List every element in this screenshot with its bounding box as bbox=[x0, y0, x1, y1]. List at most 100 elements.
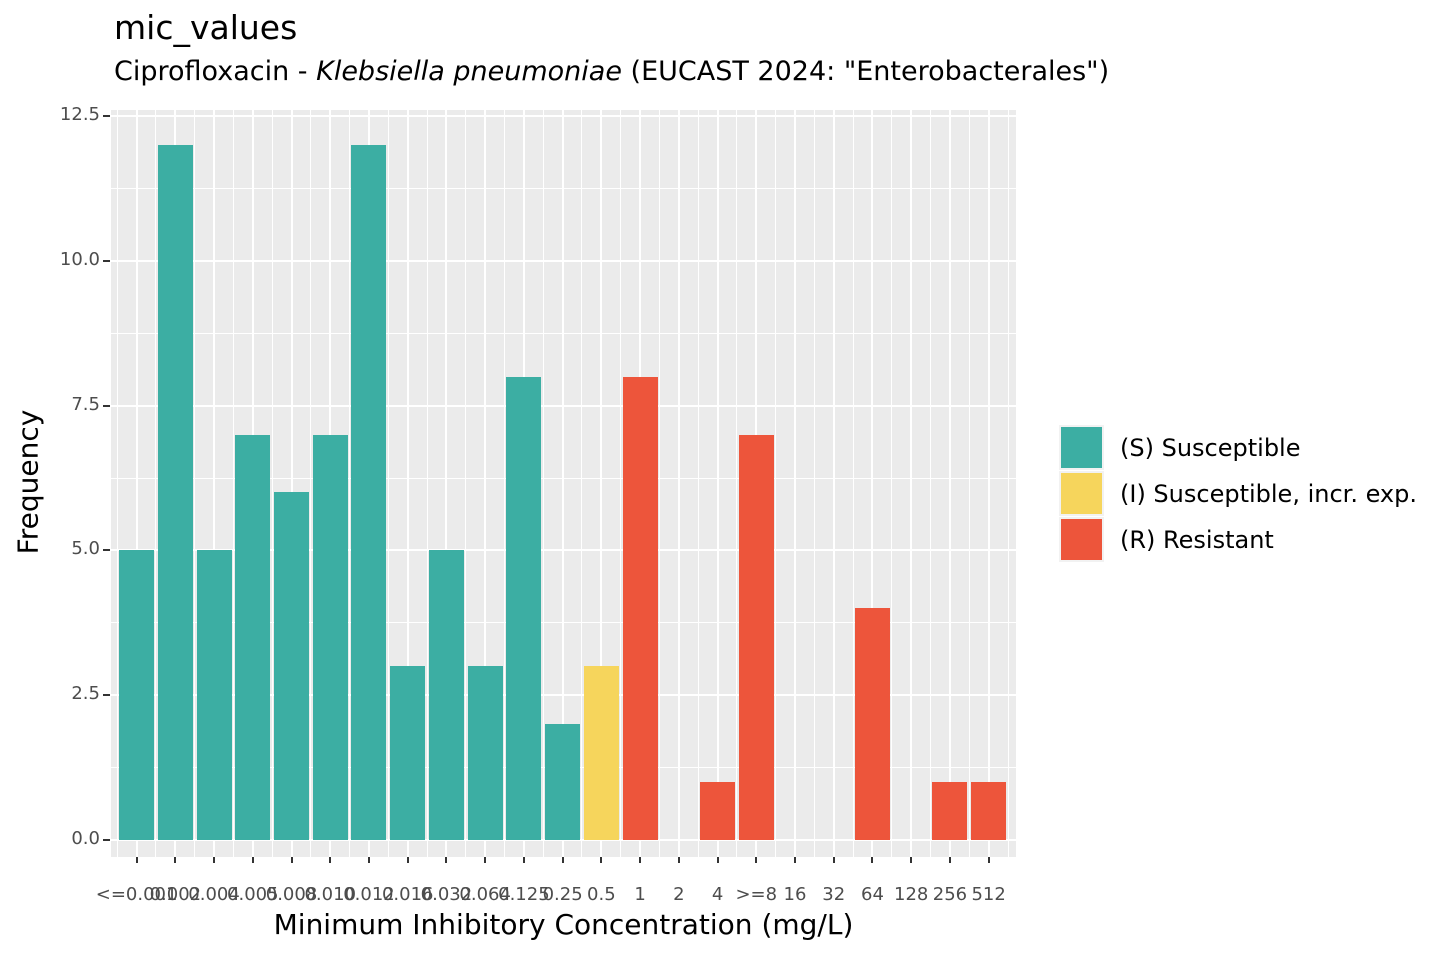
x-tick-label-0.5: 0.5 bbox=[587, 884, 616, 905]
x-tick-label-0.064: 0.064 bbox=[459, 884, 511, 905]
x-tick-label-256: 256 bbox=[932, 884, 968, 905]
gridline-x-major bbox=[794, 110, 796, 857]
x-tick-0.25 bbox=[561, 857, 564, 863]
gridline-x-minor bbox=[271, 110, 273, 857]
x-tick-label-64: 64 bbox=[861, 884, 884, 905]
bar-0.064 bbox=[467, 666, 503, 840]
x-tick-label-0.004: 0.004 bbox=[188, 884, 240, 905]
x-tick-label-32: 32 bbox=[822, 884, 846, 905]
x-tick-0.005 bbox=[251, 857, 254, 863]
y-tick-label-7.5: 7.5 bbox=[71, 393, 100, 415]
plot-panel bbox=[111, 110, 1016, 857]
x-tick-0.125 bbox=[522, 857, 525, 863]
x-tick-label-128: 128 bbox=[894, 884, 929, 905]
gridline-x-major bbox=[716, 110, 719, 857]
x-tick-label-<=0.001: <=0.001 bbox=[95, 884, 178, 905]
x-tick-0.016 bbox=[406, 857, 409, 863]
x-tick-0.032 bbox=[445, 857, 448, 863]
x-tick-label-1: 1 bbox=[634, 884, 646, 905]
bar-4 bbox=[700, 782, 736, 840]
bar-0.010 bbox=[312, 434, 348, 840]
legend-swatch-R bbox=[1061, 519, 1102, 560]
x-tick-label-512: 512 bbox=[971, 884, 1006, 905]
y-tick-0 bbox=[103, 839, 110, 841]
gridline-x-minor bbox=[1007, 110, 1009, 857]
y-axis-title: Frequency bbox=[11, 409, 45, 555]
legend-item-resistant: (R) Resistant bbox=[1059, 517, 1417, 562]
gridline-x-minor bbox=[465, 110, 467, 857]
x-tick-32 bbox=[832, 857, 835, 863]
bar-0.005 bbox=[235, 434, 271, 840]
bar->=8 bbox=[738, 434, 774, 840]
gridline-x-minor bbox=[736, 110, 738, 857]
bar-256 bbox=[932, 782, 968, 840]
bar-0.016 bbox=[390, 666, 426, 840]
gridline-x-minor bbox=[116, 110, 118, 857]
x-tick-label-0.010: 0.010 bbox=[304, 884, 357, 905]
gridline-x-major bbox=[832, 110, 835, 857]
x-tick-0.010 bbox=[329, 857, 332, 863]
x-tick-label-0.005: 0.005 bbox=[227, 884, 279, 905]
legend-swatch-I bbox=[1061, 473, 1102, 514]
bar-1 bbox=[622, 376, 658, 840]
y-tick-10 bbox=[103, 259, 110, 262]
gridline-x-major bbox=[910, 110, 913, 857]
bar-0.032 bbox=[428, 550, 464, 840]
gridline-x-minor bbox=[775, 110, 777, 857]
gridline-x-major bbox=[600, 110, 603, 857]
y-tick-7.5 bbox=[103, 404, 110, 407]
gridline-x-major bbox=[445, 110, 448, 857]
x-tick-256 bbox=[948, 857, 951, 863]
x-tick-128 bbox=[910, 857, 913, 863]
bar-0.125 bbox=[506, 376, 542, 840]
bar-0.012 bbox=[351, 144, 387, 840]
y-tick-12.5 bbox=[103, 115, 110, 117]
x-tick-0.012 bbox=[367, 857, 370, 863]
y-tick-5 bbox=[103, 549, 110, 552]
legend-item-susceptible: (S) Susceptible bbox=[1059, 425, 1417, 470]
bar-0.5 bbox=[583, 666, 619, 840]
x-tick-0.004 bbox=[213, 857, 216, 863]
x-tick-1 bbox=[639, 857, 642, 863]
gridline-x-major bbox=[677, 110, 680, 857]
gridline-x-major bbox=[135, 110, 138, 857]
gridline-x-minor bbox=[658, 110, 660, 857]
gridline-x-minor bbox=[349, 110, 351, 857]
bar-64 bbox=[854, 608, 890, 840]
x-tick-label-0.125: 0.125 bbox=[498, 884, 550, 905]
x-axis-title: Minimum Inhibitory Concentration (mg/L) bbox=[273, 908, 854, 941]
y-tick-label-10: 10.0 bbox=[59, 248, 100, 270]
y-tick-label-2.5: 2.5 bbox=[71, 683, 100, 705]
gridline-x-minor bbox=[620, 110, 622, 857]
gridline-x-minor bbox=[194, 110, 196, 857]
y-tick-label-0: 0.0 bbox=[71, 828, 100, 849]
x-tick-label-0.032: 0.032 bbox=[420, 884, 473, 905]
plot-subtitle: Ciprofloxacin - Klebsiella pneumoniae (E… bbox=[114, 56, 1109, 87]
x-tick-0.064 bbox=[484, 857, 487, 863]
gridline-x-minor bbox=[504, 110, 506, 857]
x-tick-label-0.016: 0.016 bbox=[381, 884, 434, 905]
x-tick-2 bbox=[677, 857, 680, 863]
gridline-x-major bbox=[213, 110, 216, 857]
legend-label-I: (I) Susceptible, incr. exp. bbox=[1120, 479, 1417, 508]
legend-swatch-S bbox=[1061, 427, 1102, 468]
subtitle-antibiotic: Ciprofloxacin - bbox=[114, 56, 317, 87]
gridline-x-minor bbox=[930, 110, 932, 857]
x-tick->=8 bbox=[755, 857, 758, 863]
x-tick-label->=8: >=8 bbox=[735, 884, 778, 905]
bar-0.002 bbox=[157, 144, 193, 840]
legend-item-susceptible-incr-exp: (I) Susceptible, incr. exp. bbox=[1059, 471, 1417, 516]
x-tick-512 bbox=[987, 857, 990, 863]
gridline-x-major bbox=[561, 110, 564, 857]
gridline-x-major bbox=[948, 110, 951, 857]
x-tick-0.5 bbox=[600, 857, 603, 863]
subtitle-guideline: (EUCAST 2024: "Enterobacterales") bbox=[621, 56, 1110, 87]
x-tick-0.008 bbox=[290, 857, 293, 863]
x-tick-label-2: 2 bbox=[673, 884, 685, 905]
x-tick-16 bbox=[794, 857, 796, 863]
gridline-x-minor bbox=[426, 110, 428, 857]
gridline-x-minor bbox=[968, 110, 970, 857]
bar-<=0.001 bbox=[119, 550, 155, 840]
x-tick-<=0.001 bbox=[135, 857, 138, 863]
